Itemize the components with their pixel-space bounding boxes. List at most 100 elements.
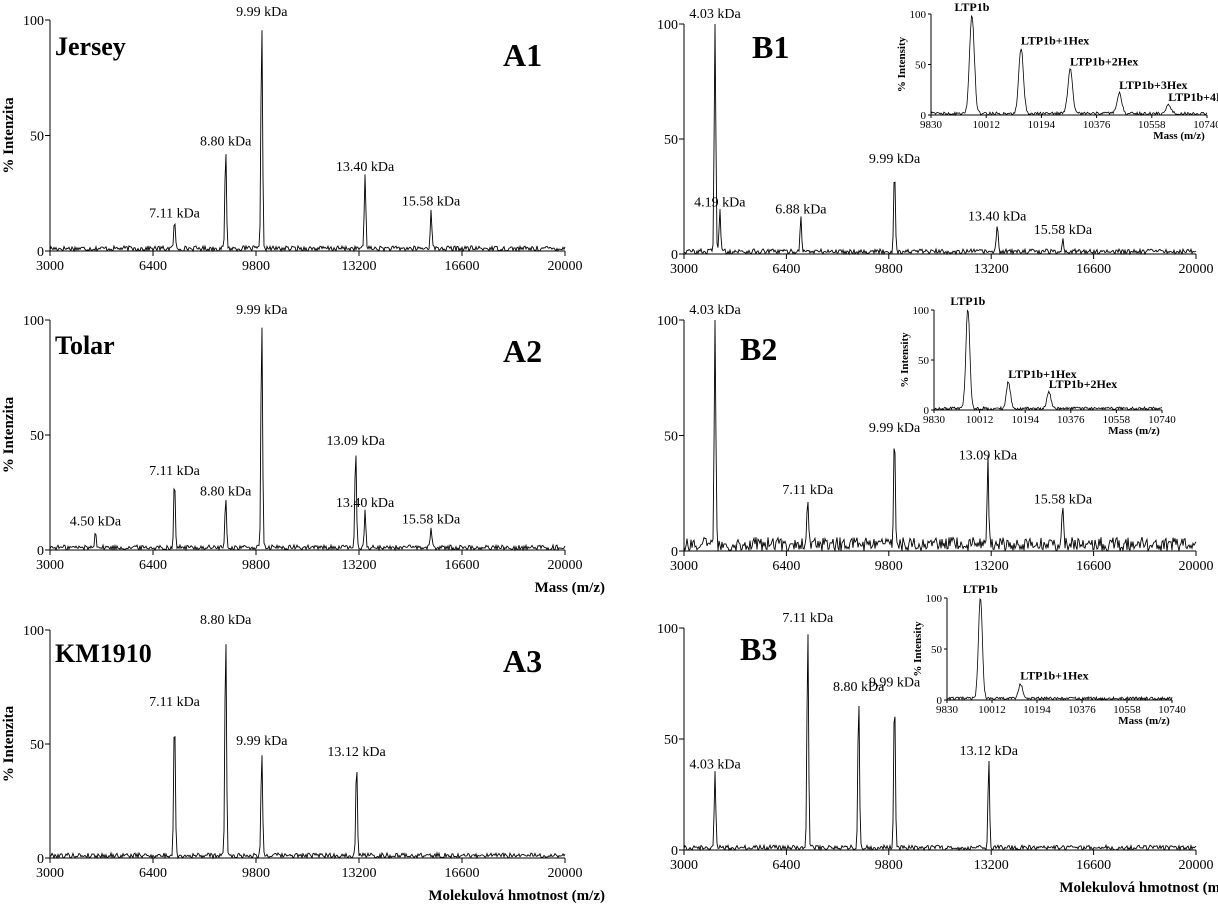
panel-b2-x-tick-label: 13200 — [974, 559, 1009, 574]
panel-b2-peak-label: 9.99 kDa — [869, 421, 921, 436]
panel-b3-inset-x-tick-label: 10740 — [1158, 704, 1186, 716]
panel-a1-peak-label: 13.40 kDa — [336, 160, 395, 175]
panel-b3-inset-x-tick-label: 10194 — [1023, 704, 1051, 716]
panel-b2-peak-label: 7.11 kDa — [782, 483, 834, 498]
panel-b1-inset-x-tick-label: 10376 — [1083, 119, 1111, 131]
panel-a3-x-tick-label: 3000 — [36, 866, 64, 881]
panel-b3-inset-spectrum-line — [946, 598, 1173, 702]
panel-a1-peak-label: 9.99 kDa — [236, 5, 288, 20]
panel-a2-x-tick-label: 9800 — [242, 558, 270, 573]
panel-b2-inset-x-tick-label: 9830 — [923, 414, 946, 426]
panel-a2-y-tick-label: 0 — [37, 544, 44, 559]
panel-a2-y-tick-label: 50 — [30, 429, 44, 444]
panel-b3-inset-x-tick-label: 10012 — [978, 704, 1006, 716]
panel-b1-inset-x-tick-label: 10740 — [1193, 119, 1218, 131]
panel-b3-peak-label: 4.03 kDa — [689, 758, 741, 773]
panel-a1-x-tick-label: 3000 — [36, 259, 64, 274]
panel-a2-peak-label: 13.09 kDa — [327, 434, 386, 449]
panel-b1-x-tick-label: 13200 — [974, 262, 1009, 277]
panel-b2-inset-y-tick-label: 100 — [913, 305, 930, 317]
panel-b2-inset-x-tick-label: 10012 — [966, 414, 994, 426]
panel-b1-inset-x-tick-label: 10012 — [972, 119, 1000, 131]
panel-a2-x-axis-label: Mass (m/z) — [535, 580, 605, 596]
panel-a2-peak-label: 7.11 kDa — [149, 464, 201, 479]
panel-b3-peak-label: 8.80 kDa — [833, 680, 885, 695]
panel-b1-inset-y-tick-label: 50 — [915, 60, 927, 72]
panel-b2-inset: 9830 10012 10194 10376 10558 10740 0 50 100 LTP1b… — [899, 294, 1176, 437]
panel-b1-spectrum-line — [683, 23, 1197, 256]
panel-a2-spectrum-line — [49, 327, 566, 552]
panel-b1-y-tick-label: 50 — [664, 133, 678, 148]
panel-b3-x-tick-label: 6400 — [772, 858, 800, 873]
panel-b1-peak-label: 4.19 kDa — [694, 196, 746, 211]
panel-b1-id-label: B1 — [752, 29, 789, 65]
panel-b1: 3000 6400 9800 13200 16600 20000 0 50 100 4.03 kD… — [657, 0, 1218, 277]
panel-a1-peak-label: 8.80 kDa — [200, 135, 252, 150]
panel-b2-inset-x-tick-label: 10558 — [1103, 414, 1131, 426]
panel-a2-y-axis-label: % Intenzita — [1, 396, 17, 473]
panel-b3-inset-y-tick-label: 50 — [931, 644, 943, 656]
panel-b2-y-tick-label: 100 — [657, 314, 678, 329]
panel-b1-inset-y-tick-label: 100 — [910, 9, 927, 21]
panel-b3-y-tick-label: 100 — [657, 622, 678, 637]
panel-a2-peak-label: 13.40 kDa — [336, 496, 395, 511]
panel-a1-spectrum-line — [49, 30, 566, 253]
panel-a2-x-tick-label: 13200 — [342, 558, 377, 573]
panel-b2-inset-y-tick-label: 50 — [918, 355, 930, 367]
panel-b2-x-tick-label: 3000 — [670, 559, 698, 574]
panel-b3-x-axis-label: Molekulová hmotnost (m/z) — [1059, 880, 1218, 896]
panel-b2-y-tick-label: 50 — [664, 430, 678, 445]
panel-a3-x-axis-label: Molekulová hmotnost (m/z) — [428, 888, 605, 904]
panel-b2-x-tick-label: 16600 — [1076, 559, 1111, 574]
panel-a3-x-tick-label: 20000 — [548, 866, 583, 881]
panel-b1-inset: 9830 10012 10194 10376 10558 10740 0 50 100 LTP1b… — [896, 0, 1218, 142]
panel-b2-inset-x-tick-label: 10376 — [1057, 414, 1085, 426]
panel-b3-peak-label: 9.99 kDa — [869, 675, 921, 690]
panel-a3-peak-label: 8.80 kDa — [200, 613, 252, 628]
panel-a1-y-tick-label: 100 — [23, 14, 44, 29]
panel-b3-id-label: B3 — [740, 631, 777, 667]
panel-b3-peak-label: 13.12 kDa — [960, 744, 1019, 759]
panel-a3-y-axis-label: % Intenzita — [1, 705, 17, 782]
panel-b3-x-tick-label: 13200 — [974, 858, 1009, 873]
panel-a2-id-label: A2 — [503, 333, 542, 369]
panel-b1-peak-label: 9.99 kDa — [869, 152, 921, 167]
panel-b1-inset-y-tick-label: 0 — [921, 110, 927, 122]
panel-a1-peak-label: 7.11 kDa — [149, 206, 201, 221]
panel-b2-inset-x-tick-label: 10194 — [1011, 414, 1039, 426]
panel-b2: 3000 6400 9800 13200 16600 20000 0 50 100 4.03 kD… — [657, 294, 1214, 574]
panel-a3: 3000 6400 9800 13200 16600 20000 0 50 100 7.11 kD… — [1, 613, 605, 904]
panel-b1-inset-peak-label: LTP1b+4Hex — [1168, 90, 1218, 104]
panel-b2-inset-peak-label: LTP1b+1Hex — [1008, 367, 1076, 381]
panel-b1-x-tick-label: 6400 — [772, 262, 800, 277]
panel-a3-y-tick-label: 50 — [30, 738, 44, 753]
panel-b2-spectrum-line — [683, 319, 1197, 553]
panel-a3-x-tick-label: 6400 — [139, 866, 167, 881]
panel-b2-inset-spectrum-line — [933, 309, 1163, 412]
panel-a2: 3000 6400 9800 13200 16600 20000 0 50 100 4.50 kD… — [1, 303, 605, 596]
panel-a3-title: KM1910 — [55, 639, 152, 668]
panel-b1-inset-x-tick-label: 10558 — [1138, 119, 1166, 131]
panel-a3-x-tick-label: 16600 — [445, 866, 480, 881]
panel-b3-x-tick-label: 16600 — [1076, 858, 1111, 873]
panel-b3-inset-y-tick-label: 100 — [926, 593, 943, 605]
panel-a1-y-axis-label: % Intenzita — [1, 97, 17, 174]
panel-b2-peak-label: 4.03 kDa — [689, 303, 741, 318]
panel-b2-peak-label: 15.58 kDa — [1034, 492, 1093, 507]
panel-b1-peak-label: 13.40 kDa — [968, 209, 1027, 224]
panel-b1-x-tick-label: 16600 — [1076, 262, 1111, 277]
panel-b3-inset: 9830 10012 10194 10376 10558 10740 0 50 100 LTP1b… — [912, 582, 1186, 727]
panel-b2-y-tick-label: 0 — [671, 545, 678, 560]
panel-b1-y-tick-label: 100 — [657, 18, 678, 33]
panel-b1-x-tick-label: 20000 — [1179, 262, 1214, 277]
panel-b3-inset-peak-label: LTP1b+1Hex — [1020, 669, 1088, 683]
panel-b3-x-tick-label: 20000 — [1179, 858, 1214, 873]
panel-a2-x-tick-label: 6400 — [139, 558, 167, 573]
panel-b2-inset-x-tick-label: 10740 — [1148, 414, 1176, 426]
panel-b3: 3000 6400 9800 13200 16600 20000 0 50 100 4.03 kD… — [657, 582, 1218, 896]
panel-b2-inset-y-axis-label: % Intensity — [899, 332, 911, 388]
panel-a2-peak-label: 9.99 kDa — [236, 303, 288, 318]
panel-b3-inset-peak-label: LTP1b — [963, 582, 998, 596]
panel-a2-x-tick-label: 3000 — [36, 558, 64, 573]
